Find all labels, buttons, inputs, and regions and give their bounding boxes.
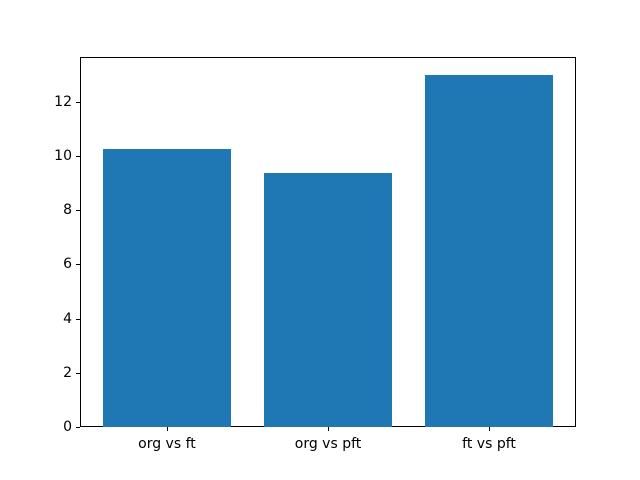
x-tick-mark-ft-vs-pft — [489, 427, 491, 431]
bar-ft-vs-pft — [424, 74, 554, 427]
y-tick-label-4: 4 — [63, 310, 72, 327]
y-tick-label-2: 2 — [63, 364, 72, 381]
y-tick-mark-0 — [76, 427, 80, 428]
x-tick-mark-org-vs-pft — [328, 427, 329, 431]
x-tick-label-org-vs-ft: org vs ft — [138, 436, 196, 452]
y-tick-mark-12 — [76, 101, 80, 103]
y-tick-label-6: 6 — [63, 256, 72, 273]
y-tick-mark-4 — [76, 318, 80, 320]
bar-org-vs-ft — [102, 148, 232, 427]
y-tick-label-8: 8 — [63, 202, 72, 219]
y-tick-mark-8 — [76, 210, 80, 212]
y-tick-mark-6 — [76, 264, 80, 266]
y-tick-label-0: 0 — [63, 419, 72, 435]
bar-org-vs-pft — [263, 172, 393, 427]
y-tick-mark-2 — [76, 372, 80, 374]
x-tick-label-org-vs-pft: org vs pft — [294, 436, 362, 452]
x-tick-label-ft-vs-pft: ft vs pft — [462, 436, 516, 452]
y-tick-label-12: 12 — [54, 93, 72, 110]
y-tick-mark-10 — [76, 155, 80, 157]
x-tick-mark-org-vs-ft — [166, 427, 168, 431]
y-tick-label-10: 10 — [54, 147, 72, 164]
